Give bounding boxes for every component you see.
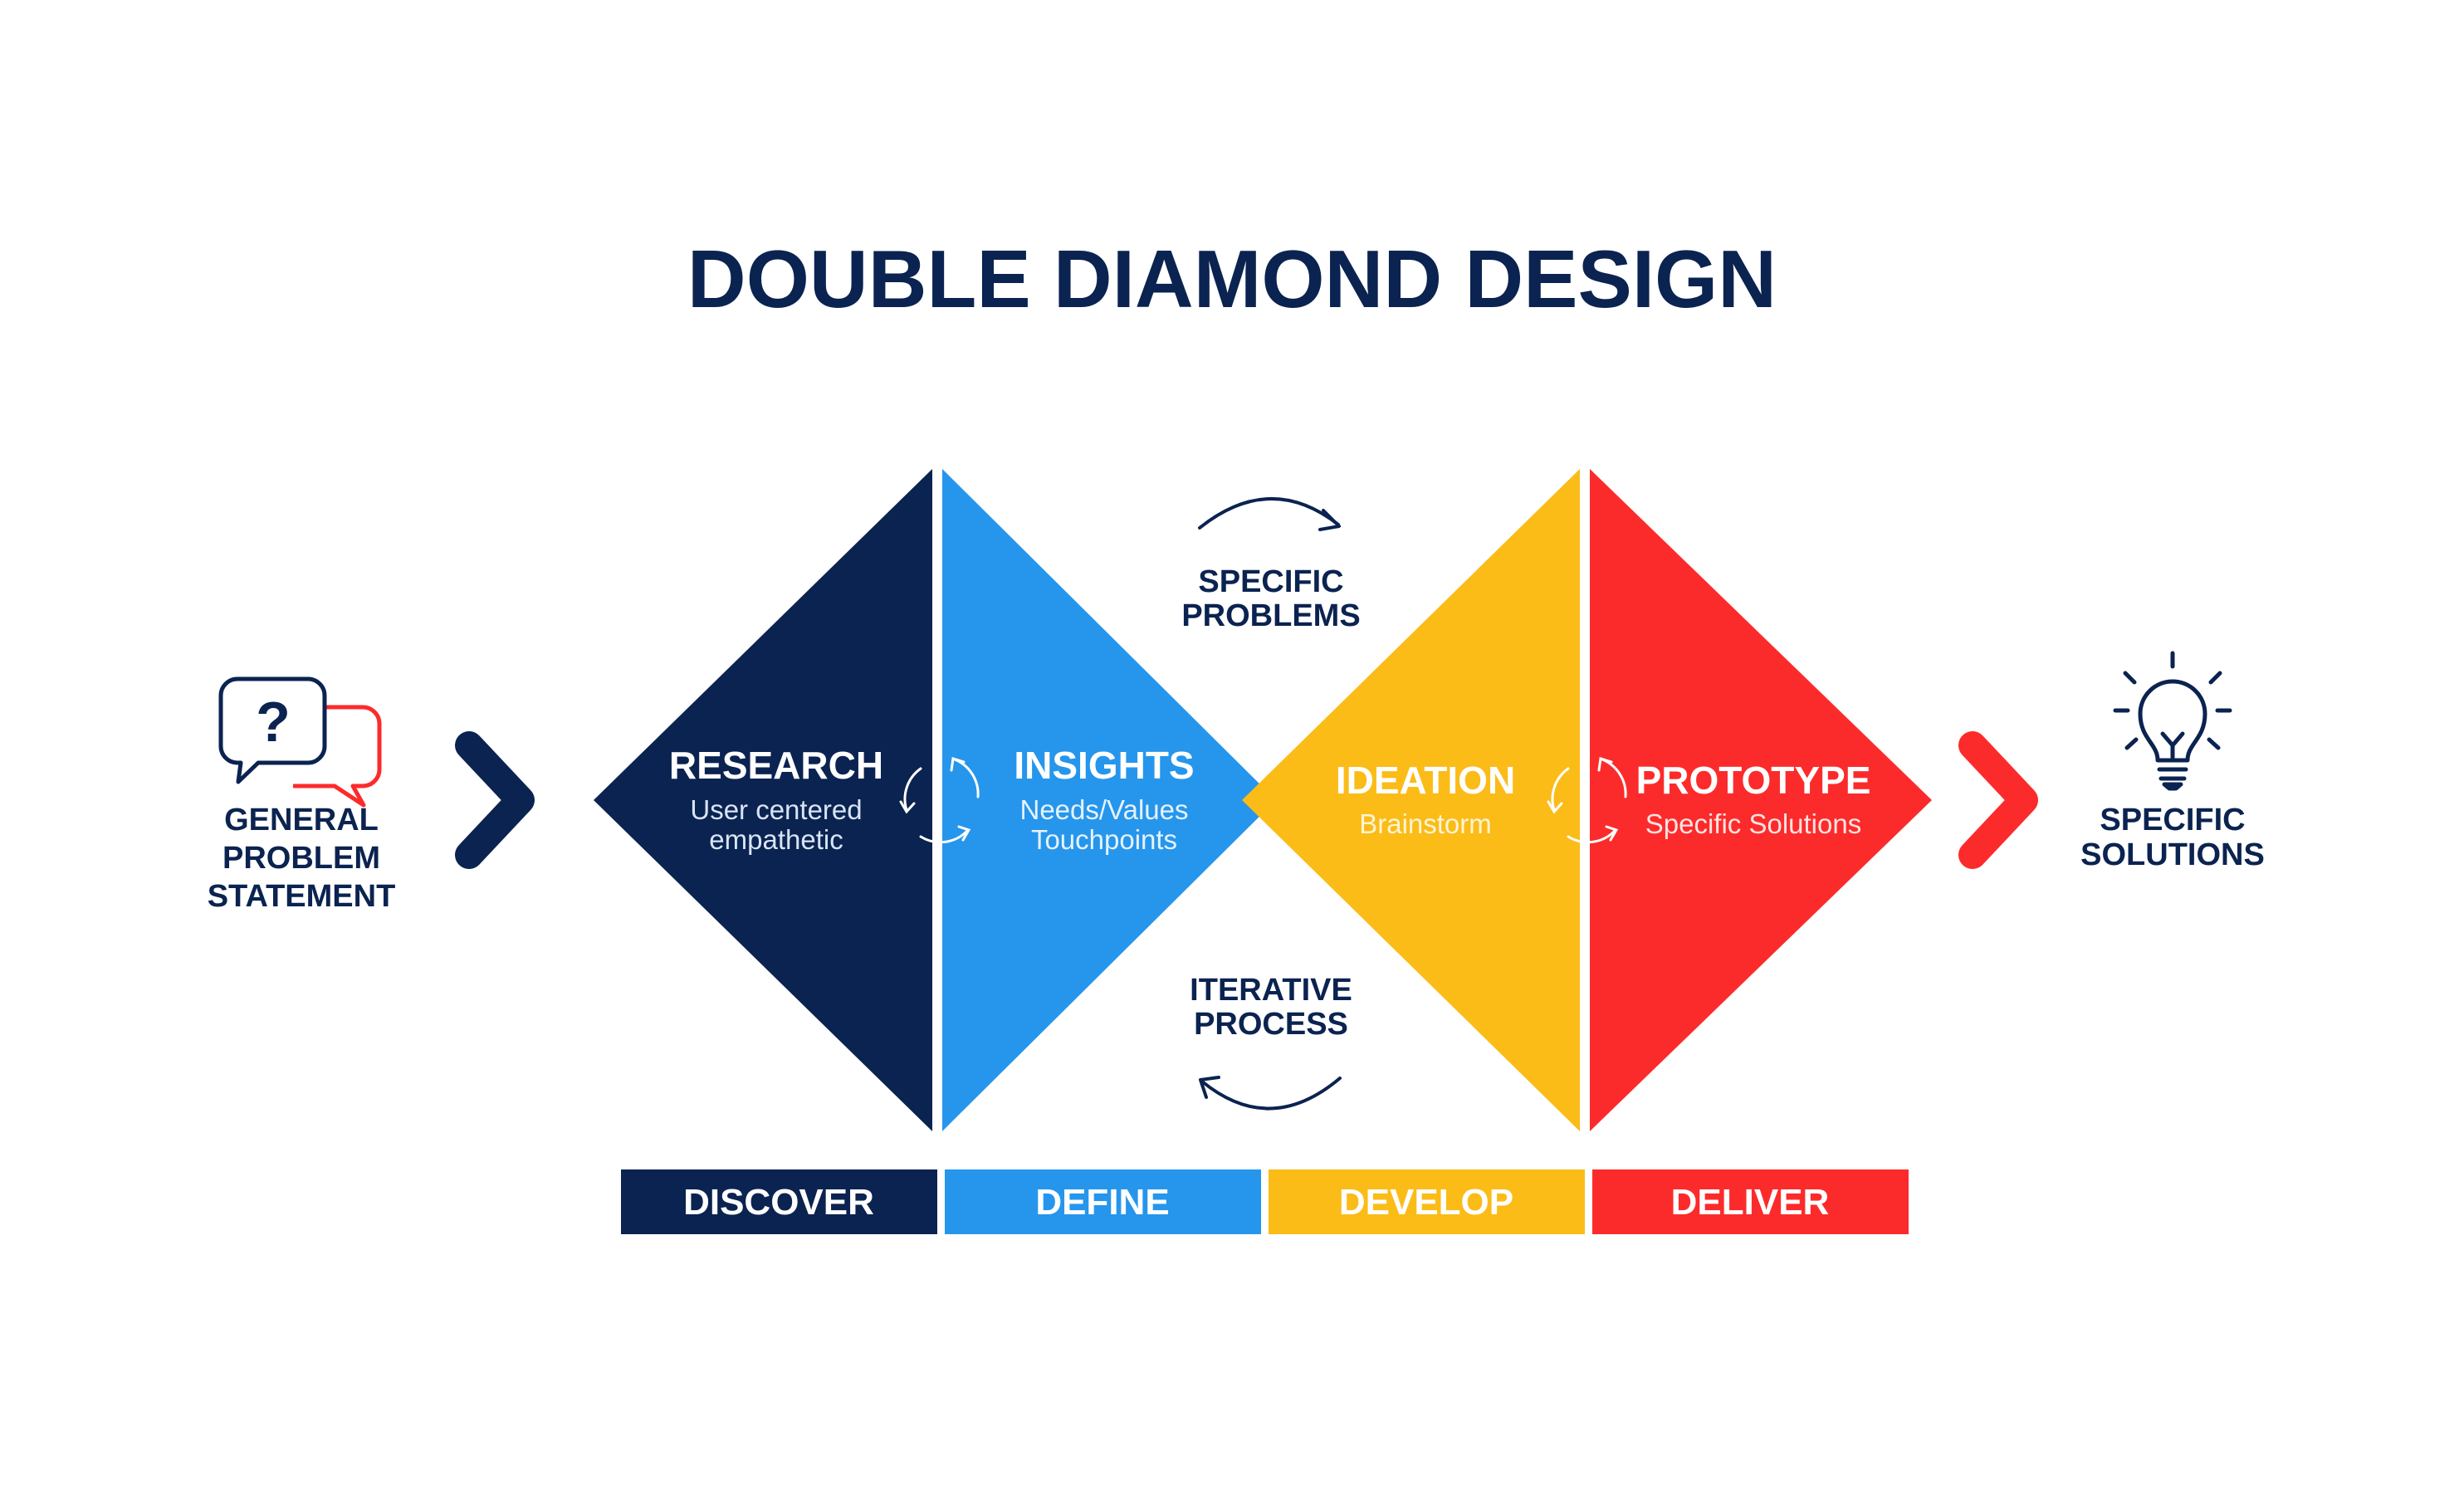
question-mark: ? xyxy=(256,691,291,754)
specific-problems-line-2: PROBLEMS xyxy=(1181,598,1360,633)
prototype-label: PROTOTYPE Specific Solutions xyxy=(1636,759,1871,839)
discover-label: DISCOVER xyxy=(683,1182,874,1223)
general-problem-line-2: PROBLEM xyxy=(222,841,380,876)
insights-heading: INSIGHTS xyxy=(1014,744,1194,787)
chevron-right-icon xyxy=(1973,745,2024,855)
define-label: DEFINE xyxy=(1035,1182,1169,1223)
specific-solutions-line-2: SOLUTIONS xyxy=(2080,837,2265,872)
general-problem-line-3: STATEMENT xyxy=(208,879,396,914)
ideation-heading: IDEATION xyxy=(1336,759,1515,802)
deliver-label: DELIVER xyxy=(1671,1182,1830,1223)
research-heading: RESEARCH xyxy=(669,744,883,787)
specific-problems-line-1: SPECIFIC xyxy=(1198,564,1343,599)
insights-label: INSIGHTS Needs/Values Touchpoints xyxy=(1014,744,1194,855)
insights-sub-line-1: Needs/Values xyxy=(1019,794,1188,825)
speech-bubbles-question-icon: ? xyxy=(221,679,379,805)
prototype-heading: PROTOTYPE xyxy=(1636,759,1871,802)
research-sub-line-2: empathetic xyxy=(709,824,843,855)
iterative-process-line-2: PROCESS xyxy=(1194,1007,1348,1042)
iterative-process-line-1: ITERATIVE xyxy=(1190,973,1352,1008)
chevron-right-icon xyxy=(469,745,521,855)
develop-label: DEVELOP xyxy=(1339,1182,1513,1223)
ideation-label: IDEATION Brainstorm xyxy=(1336,759,1515,839)
ideation-sub-line-1: Brainstorm xyxy=(1359,808,1492,839)
insights-sub-line-2: Touchpoints xyxy=(1031,824,1177,855)
general-problem-line-1: GENERAL xyxy=(224,803,379,837)
page-title: DOUBLE DIAMOND DESIGN xyxy=(687,233,1777,325)
research-sub-line-1: User centered xyxy=(690,794,862,825)
specific-solutions-line-1: SPECIFIC xyxy=(2100,803,2245,837)
prototype-sub-line-1: Specific Solutions xyxy=(1645,808,1861,839)
lightbulb-icon xyxy=(2115,653,2230,788)
forward-arrow-icon xyxy=(1200,499,1339,530)
back-arrow-icon xyxy=(1200,1077,1340,1109)
